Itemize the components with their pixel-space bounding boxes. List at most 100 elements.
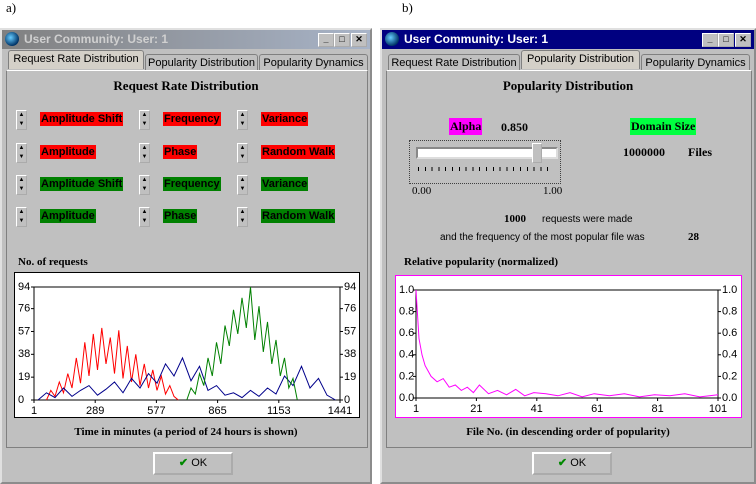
- tab[interactable]: Popularity Dynamics: [641, 54, 750, 71]
- y2-tick-label: 0.0: [722, 392, 737, 404]
- tab-panel: [6, 70, 368, 448]
- control-label: Phase: [163, 145, 198, 159]
- domain-unit: Files: [688, 145, 712, 159]
- y2-tick-label: 0.8: [722, 306, 737, 318]
- chart-frame: [395, 275, 742, 418]
- tab[interactable]: Request Rate Distribution: [388, 54, 520, 71]
- requests-text: requests were made: [542, 214, 633, 225]
- series-line: [186, 286, 298, 401]
- x-axis-title: Time in minutes (a period of 24 hours is…: [74, 426, 298, 438]
- slider[interactable]: [409, 140, 561, 184]
- app-icon: [385, 32, 399, 46]
- spinner[interactable]: ▲ ▼: [139, 207, 150, 227]
- y-tick-label: 0.2: [399, 370, 414, 382]
- plot-area: [415, 289, 719, 399]
- y-tick-label: 1.0: [399, 284, 414, 296]
- spinner[interactable]: ▲ ▼: [237, 143, 248, 163]
- panel-label: b): [402, 0, 413, 15]
- slider-min: 0.00: [412, 185, 432, 197]
- x-tick-label: 577: [147, 405, 165, 417]
- spinner[interactable]: ▲ ▼: [237, 175, 248, 195]
- tab-selected[interactable]: Popularity Distribution: [521, 50, 640, 69]
- x-tick-label: 21: [470, 403, 482, 415]
- heading: Request Rate Distribution: [113, 78, 259, 93]
- tab[interactable]: Popularity Distribution: [145, 54, 258, 71]
- control-label: Amplitude: [40, 209, 96, 223]
- y2-tick-label: 0.4: [722, 349, 737, 361]
- spinner[interactable]: ▲ ▼: [16, 207, 27, 227]
- close-button[interactable]: ✕: [351, 33, 367, 47]
- y2-tick-label: 94: [344, 281, 356, 293]
- maximize-button[interactable]: □: [718, 33, 734, 47]
- x-tick-label: 1: [413, 403, 419, 415]
- x-tick-label: 61: [591, 403, 603, 415]
- y-tick-label: 57: [18, 325, 30, 337]
- series-line: [46, 327, 179, 401]
- control-label: Amplitude: [40, 145, 96, 159]
- series-line: [415, 289, 719, 398]
- tab-selected[interactable]: Request Rate Distribution: [8, 50, 144, 69]
- y-tick-label: 0.8: [399, 306, 414, 318]
- y-tick-label: 0.4: [399, 349, 414, 361]
- ok-button[interactable]: ✔ OK: [153, 452, 233, 475]
- control-label: Random Walk: [261, 209, 336, 223]
- domain-size: 1000000: [623, 145, 665, 159]
- minimize-button[interactable]: _: [318, 33, 334, 47]
- y2-tick-label: 76: [344, 303, 356, 315]
- y2-tick-label: 57: [344, 325, 356, 337]
- button-label: OK: [570, 457, 587, 469]
- y-tick-label: 94: [18, 281, 30, 293]
- spinner[interactable]: ▲ ▼: [16, 175, 27, 195]
- spinner[interactable]: ▲ ▼: [16, 110, 27, 130]
- y2-tick-label: 0.2: [722, 370, 737, 382]
- chart: 0 0 19 19 38 38 57 57 76 76 94 94 1 289 577 865 1153 1441: [14, 272, 360, 418]
- slider-max: 1.00: [543, 185, 563, 197]
- tab-panel: [386, 70, 752, 448]
- alpha-label: Alpha: [449, 118, 483, 135]
- slider-thumb[interactable]: [532, 143, 542, 163]
- x-tick-label: 1: [31, 405, 37, 417]
- control-label: Frequency: [163, 112, 221, 126]
- frequency-value: 28: [688, 231, 699, 243]
- y2-tick-label: 0.6: [722, 327, 737, 339]
- x-tick-label: 1441: [328, 405, 352, 417]
- domain-label: Domain Size: [630, 118, 697, 135]
- y-tick-label: 76: [18, 303, 30, 315]
- maximize-button[interactable]: □: [334, 33, 350, 47]
- y-tick-label: 0: [18, 394, 24, 406]
- control-label: Amplitude Shift: [40, 177, 124, 191]
- spinner[interactable]: ▲ ▼: [237, 110, 248, 130]
- tab[interactable]: Popularity Dynamics: [259, 54, 368, 71]
- title-bar: User Community: User: 1 _ □ ✕: [382, 30, 754, 49]
- spinner[interactable]: ▲ ▼: [139, 110, 150, 130]
- series-line: [37, 356, 336, 401]
- panel-label: a): [6, 0, 17, 15]
- app-icon: [5, 32, 19, 46]
- window-title: User Community: User: 1: [404, 32, 549, 46]
- button-label: OK: [191, 457, 208, 469]
- control-label: Frequency: [163, 177, 221, 191]
- control-label: Random Walk: [261, 145, 336, 159]
- window: User Community: User: 1 _ □ ✕ Request Ra…: [380, 28, 756, 484]
- heading: Popularity Distribution: [502, 78, 634, 93]
- y2-tick-label: 1.0: [722, 284, 737, 296]
- frequency-text: and the frequency of the most popular fi…: [440, 232, 645, 243]
- minimize-button[interactable]: _: [702, 33, 718, 47]
- slider-track: [416, 147, 558, 159]
- x-tick-label: 1153: [267, 405, 291, 417]
- title-bar: User Community: User: 1 _ □ ✕: [2, 30, 370, 49]
- spinner[interactable]: ▲ ▼: [237, 207, 248, 227]
- alpha-value: 0.850: [501, 120, 528, 134]
- control-label: Variance: [261, 177, 309, 191]
- y2-tick-label: 19: [344, 371, 356, 383]
- x-tick-label: 81: [651, 403, 663, 415]
- y-tick-label: 19: [18, 371, 30, 383]
- ok-button[interactable]: ✔ OK: [532, 452, 612, 475]
- spinner[interactable]: ▲ ▼: [139, 143, 150, 163]
- window-title: User Community: User: 1: [24, 32, 169, 46]
- spinner[interactable]: ▲ ▼: [139, 175, 150, 195]
- close-button[interactable]: ✕: [735, 33, 751, 47]
- y2-tick-label: 0: [344, 394, 350, 406]
- spinner[interactable]: ▲ ▼: [16, 143, 27, 163]
